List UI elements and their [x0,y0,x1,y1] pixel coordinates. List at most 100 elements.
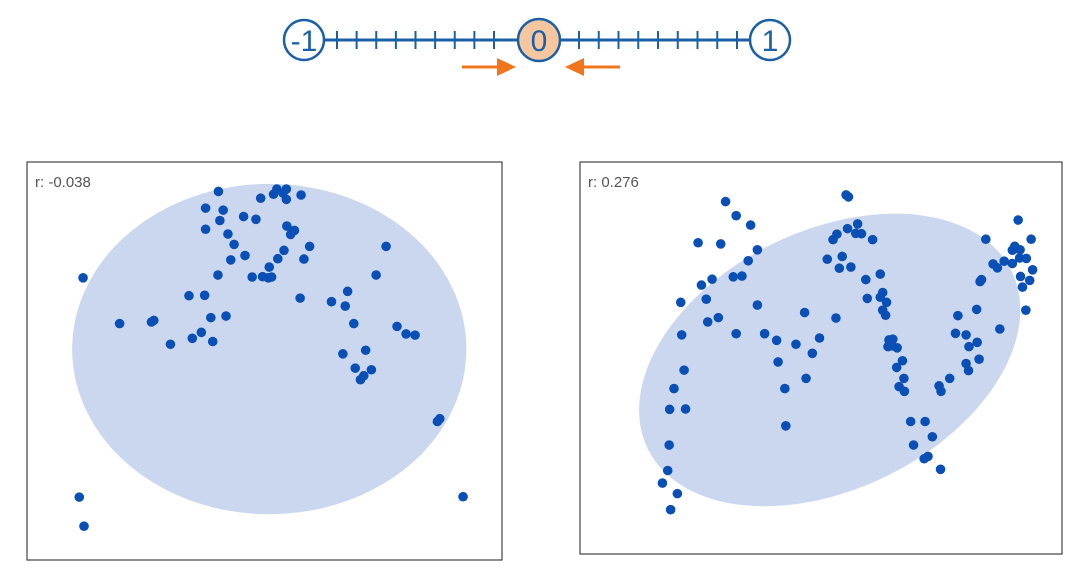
correlation-value: r: 0.276 [588,174,639,191]
scatter-point [665,504,676,515]
scatter-point [1015,271,1026,282]
scatter-point [165,339,176,350]
scatter-point [1026,234,1036,245]
scatter-point [920,416,930,427]
scatter-point [74,492,85,502]
zero-marker [516,17,562,63]
scatter-point [731,328,741,339]
scatter-point [273,253,283,264]
correlation-value: r: -0.038 [35,174,91,191]
scatter-point [664,440,674,450]
scatter-point [1007,258,1018,269]
scatter-point [743,255,754,266]
scatter-plot-area [72,183,468,531]
scatter-point [266,272,277,282]
scatter-point [877,305,888,315]
scatter-point [702,317,713,327]
scatter-point [221,311,231,321]
scatter-point [877,287,888,298]
scatter-point [247,272,257,282]
scatter-point [856,228,867,239]
scatter-point [78,273,88,283]
scatter-point [842,223,853,234]
scatter-point [238,211,249,222]
scatter-point [410,330,420,340]
scatter-point [961,358,971,369]
scatter-point [326,296,337,307]
scatter-point [752,245,763,255]
scatter-point [213,270,223,280]
scatter-point [894,381,904,392]
scatter-point [961,330,971,340]
scatter-point [799,307,810,318]
scatter-point [728,272,739,282]
scatter-point [881,297,892,308]
scatter-point [213,186,224,197]
scatter-point [196,327,207,338]
scatter-point [905,416,916,427]
scatter-point [299,254,309,264]
scatter-point [1021,305,1031,315]
scatter-point [862,293,873,304]
scatter-point [1021,253,1032,264]
scatter-point [281,184,292,194]
scatter-point [360,345,371,356]
scatter-point [434,413,445,424]
scatter-point [680,404,691,414]
scatter-point [672,488,683,499]
scatter-point [814,333,825,343]
scatter-point [272,184,282,194]
scatter-point [999,256,1009,266]
scatter-point [801,373,811,384]
scatter-point [223,229,233,239]
scatter-point [707,274,717,285]
scatter-point [304,241,315,252]
scatter-point [1027,265,1038,275]
scatter-point [1017,282,1028,292]
scatter-point [927,431,938,442]
scatter-point [935,464,946,475]
scatter-point [737,271,747,281]
scatter-point [752,300,763,310]
scatter-point [953,310,963,321]
scatter-point [200,203,211,213]
scatter-point [696,280,707,290]
scatter-point [899,373,909,384]
scatter-point [837,251,848,262]
minus-one-marker [282,18,326,62]
scatter-point [146,317,157,327]
scatter-point [693,237,703,248]
scatter-point [846,262,856,272]
scatter-point [713,312,724,323]
scatter-point [745,220,756,230]
scatter-point [781,421,791,431]
scatter-point [887,341,898,351]
scatter-point [936,386,946,397]
scatter-point [701,294,712,305]
scatter-point [657,478,668,488]
scatter-point [279,245,289,256]
plus-one-marker [748,18,792,62]
scatter-point [679,365,689,375]
scatter-point [771,335,782,346]
scatter-point [852,219,863,229]
scatter-point [1009,241,1020,252]
correlation-number-line: -1 0 1 [282,17,792,76]
arrow-right-icon [462,58,516,76]
scatter-point [225,255,236,265]
scatter-plot-area [639,190,1038,515]
scatter-point [296,190,306,200]
arrow-left-icon [565,58,620,76]
scatter-point [974,354,984,364]
scatter-point [366,364,377,375]
minus-one-label: -1 [291,25,318,58]
scatter-point [184,290,194,301]
scatter-panel-left: r: -0.038 [26,161,503,561]
scatter-point [264,262,275,272]
scatter-point [358,370,369,381]
scatter-point [831,313,841,323]
scatter-point [834,263,845,274]
scatter-point [187,333,198,344]
scatter-point [255,193,266,204]
